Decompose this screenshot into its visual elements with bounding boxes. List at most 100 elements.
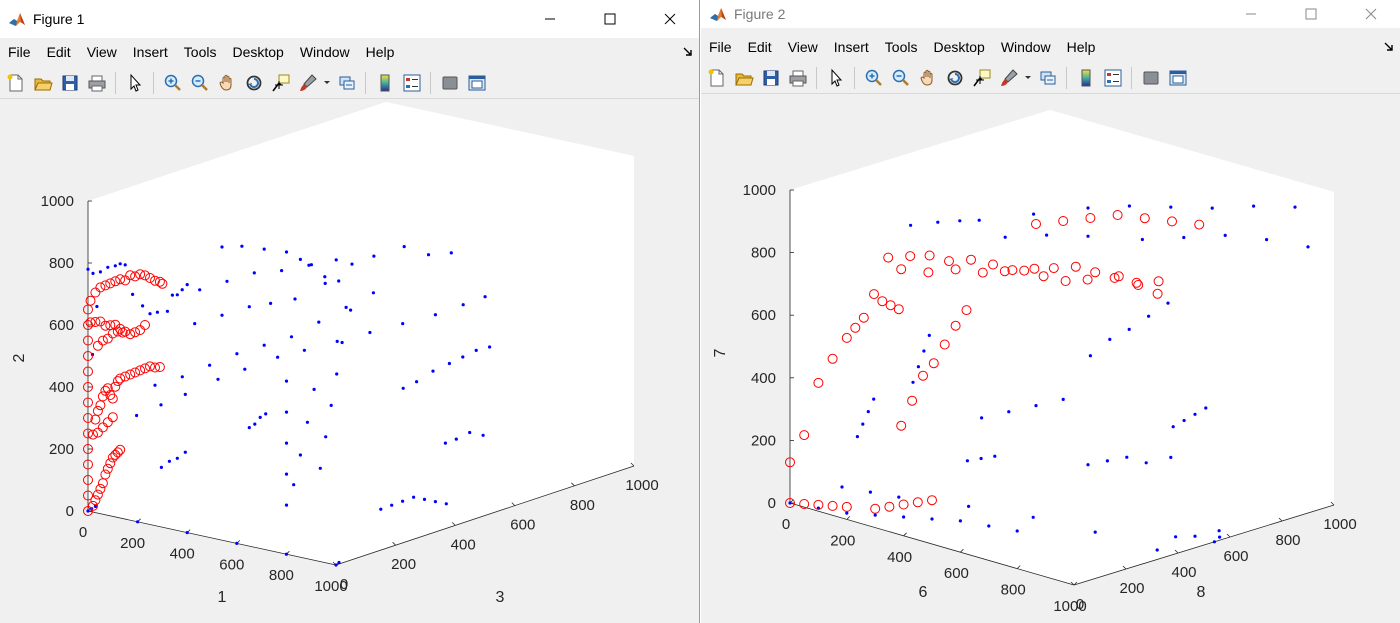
data-point (1193, 534, 1197, 538)
data-point (412, 495, 416, 499)
legend-button[interactable] (1099, 66, 1126, 90)
save-button[interactable] (56, 71, 83, 95)
menu-tools[interactable]: Tools (884, 39, 918, 55)
data-point (83, 475, 93, 485)
data-point (107, 328, 118, 339)
colorbar-icon (380, 74, 389, 91)
data-point (183, 450, 187, 454)
minimize-button[interactable] (1221, 0, 1281, 28)
data-point (958, 219, 962, 223)
new-figure-button[interactable] (2, 71, 29, 95)
zoom-in-button[interactable] (860, 66, 887, 90)
print-button[interactable] (83, 71, 110, 95)
y-tick-label: 0 (340, 576, 348, 593)
show-plot-tools-button[interactable] (1164, 66, 1191, 90)
menu-insert[interactable]: Insert (132, 44, 168, 60)
scatter3-axes[interactable]: 0200400600800100002004006008001000020040… (701, 95, 1400, 623)
open-file-button[interactable] (730, 66, 757, 90)
data-point (269, 301, 273, 305)
data-point (150, 362, 160, 373)
data-point (1144, 461, 1148, 465)
legend-icon (1104, 69, 1121, 86)
menu-file[interactable]: File (8, 44, 31, 60)
data-point (92, 340, 103, 351)
data-point (107, 452, 118, 463)
data-point (131, 292, 135, 296)
menu-view[interactable]: View (787, 39, 818, 55)
print-button[interactable] (784, 66, 811, 90)
data-point (159, 403, 163, 407)
close-button[interactable] (640, 0, 699, 38)
maximize-button[interactable] (1281, 0, 1341, 28)
data-point (1139, 213, 1150, 224)
data-point (443, 441, 447, 445)
brush-button[interactable] (294, 71, 321, 95)
menu-tools[interactable]: Tools (183, 44, 217, 60)
legend-button[interactable] (398, 71, 425, 95)
close-icon (664, 13, 676, 25)
scatter3-axes[interactable]: 0200400600800100002004006008001000020040… (0, 100, 700, 623)
data-point (324, 435, 328, 439)
data-point (225, 279, 229, 283)
close-button[interactable] (1341, 0, 1400, 28)
menu-help[interactable]: Help (365, 44, 395, 60)
minimize-button[interactable] (520, 0, 580, 38)
data-point (293, 297, 297, 301)
data-cursor-button[interactable] (267, 71, 294, 95)
menu-view[interactable]: View (86, 44, 117, 60)
x-axis-label: 1 (218, 589, 227, 606)
data-point (312, 387, 316, 391)
show-plot-tools-button[interactable] (463, 71, 490, 95)
maximize-icon (1305, 8, 1317, 20)
data-point (979, 456, 983, 461)
data-point (335, 339, 339, 343)
data-point (318, 466, 322, 470)
menu-help[interactable]: Help (1066, 39, 1096, 55)
data-point (334, 258, 338, 262)
data-point (977, 267, 988, 278)
rotate-3d-button[interactable] (941, 66, 968, 90)
link-plot-button[interactable] (333, 71, 360, 95)
hide-plot-tools-button[interactable] (1137, 66, 1164, 90)
menu-window[interactable]: Window (1000, 39, 1051, 55)
brush-dropdown-button[interactable] (321, 71, 333, 95)
zoom-out-button[interactable] (186, 71, 213, 95)
open-file-button[interactable] (29, 71, 56, 95)
menu-file[interactable]: File (709, 39, 732, 55)
hide-plot-tools-button[interactable] (436, 71, 463, 95)
pointer-button[interactable] (822, 66, 849, 90)
title-bar[interactable]: Figure 1 (0, 0, 699, 38)
menu-edit[interactable]: Edit (747, 39, 772, 55)
menu-edit[interactable]: Edit (46, 44, 71, 60)
pan-button[interactable] (914, 66, 941, 90)
zoom-out-button[interactable] (887, 66, 914, 90)
menu-insert[interactable]: Insert (833, 39, 869, 55)
data-cursor-button[interactable] (968, 66, 995, 90)
brush-dropdown-button[interactable] (1022, 66, 1034, 90)
colorbar-button[interactable] (1072, 66, 1099, 90)
maximize-button[interactable] (580, 0, 640, 38)
title-bar[interactable]: Figure 2 (701, 0, 1400, 28)
window-title: Figure 1 (33, 11, 85, 27)
menu-desktop[interactable]: Desktop (232, 44, 284, 60)
legend-icon (403, 74, 420, 91)
y-tick (1226, 533, 1231, 538)
data-point (340, 340, 344, 345)
figure-2-window: Figure 2 File Edit View Insert Tools Des… (701, 0, 1400, 623)
data-point (1193, 412, 1197, 416)
new-figure-button[interactable] (703, 66, 730, 90)
data-point (180, 375, 184, 379)
link-plot-button[interactable] (1034, 66, 1061, 90)
colorbar-button[interactable] (371, 71, 398, 95)
y-axis-label: 8 (1197, 584, 1206, 601)
menu-desktop[interactable]: Desktop (933, 39, 985, 55)
dock-arrow-icon[interactable] (683, 47, 693, 57)
zoom-in-button[interactable] (159, 71, 186, 95)
save-button[interactable] (757, 66, 784, 90)
pointer-button[interactable] (121, 71, 148, 95)
menu-window[interactable]: Window (299, 44, 350, 60)
pan-button[interactable] (213, 71, 240, 95)
rotate-3d-button[interactable] (240, 71, 267, 95)
brush-button[interactable] (995, 66, 1022, 90)
dock-arrow-icon[interactable] (1384, 42, 1394, 52)
